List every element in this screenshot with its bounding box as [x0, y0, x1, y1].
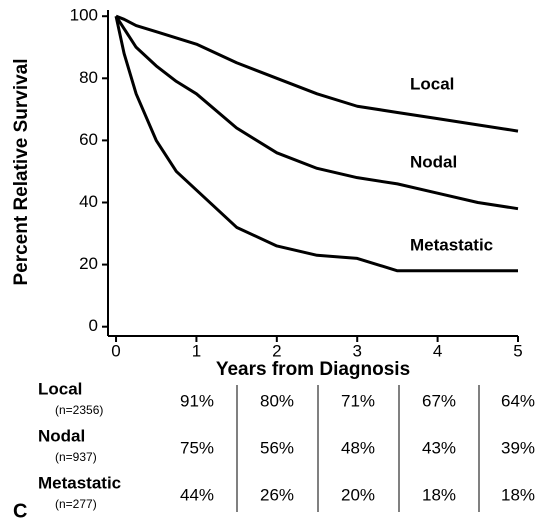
table-cell: 44%: [180, 485, 214, 504]
x-tick-label: 3: [352, 341, 361, 360]
table-cell: 91%: [180, 391, 214, 410]
row-count: (n=2356): [55, 403, 103, 417]
curve-label: Nodal: [410, 152, 457, 171]
row-count: (n=277): [55, 497, 97, 511]
table-cell: 75%: [180, 438, 214, 457]
x-tick-label: 2: [272, 341, 281, 360]
table-cell: 71%: [341, 391, 375, 410]
y-tick-label: 0: [89, 316, 98, 335]
y-tick-label: 20: [79, 254, 98, 273]
table-cell: 80%: [260, 391, 294, 410]
table-cell: 20%: [341, 485, 375, 504]
row-label: Metastatic: [38, 473, 121, 492]
row-label: Nodal: [38, 426, 85, 445]
x-tick-label: 4: [433, 341, 442, 360]
x-tick-label: 1: [192, 341, 201, 360]
table-cell: 48%: [341, 438, 375, 457]
y-axis-label: Percent Relative Survival: [11, 58, 32, 285]
table-cell: 67%: [422, 391, 456, 410]
x-tick-label: 0: [111, 341, 120, 360]
panel-label: C: [13, 500, 27, 522]
x-tick-label: 5: [513, 341, 522, 360]
table-cell: 18%: [501, 485, 535, 504]
y-tick-label: 60: [79, 130, 98, 149]
y-tick-label: 80: [79, 68, 98, 87]
table-cell: 26%: [260, 485, 294, 504]
y-tick-label: 100: [70, 6, 98, 25]
survival-curve: [115, 14, 519, 133]
row-count: (n=937): [55, 450, 97, 464]
row-label: Local: [38, 379, 82, 398]
curve-label: Metastatic: [410, 235, 493, 254]
table-cell: 56%: [260, 438, 294, 457]
survival-curve: [114, 15, 518, 273]
table-cell: 43%: [422, 438, 456, 457]
y-tick-label: 40: [79, 192, 98, 211]
table-cell: 18%: [422, 485, 456, 504]
table-cell: 39%: [501, 438, 535, 457]
x-axis-label: Years from Diagnosis: [216, 359, 410, 380]
curve-label: Local: [410, 74, 454, 93]
table-cell: 64%: [501, 391, 535, 410]
survival-curve: [114, 15, 519, 211]
